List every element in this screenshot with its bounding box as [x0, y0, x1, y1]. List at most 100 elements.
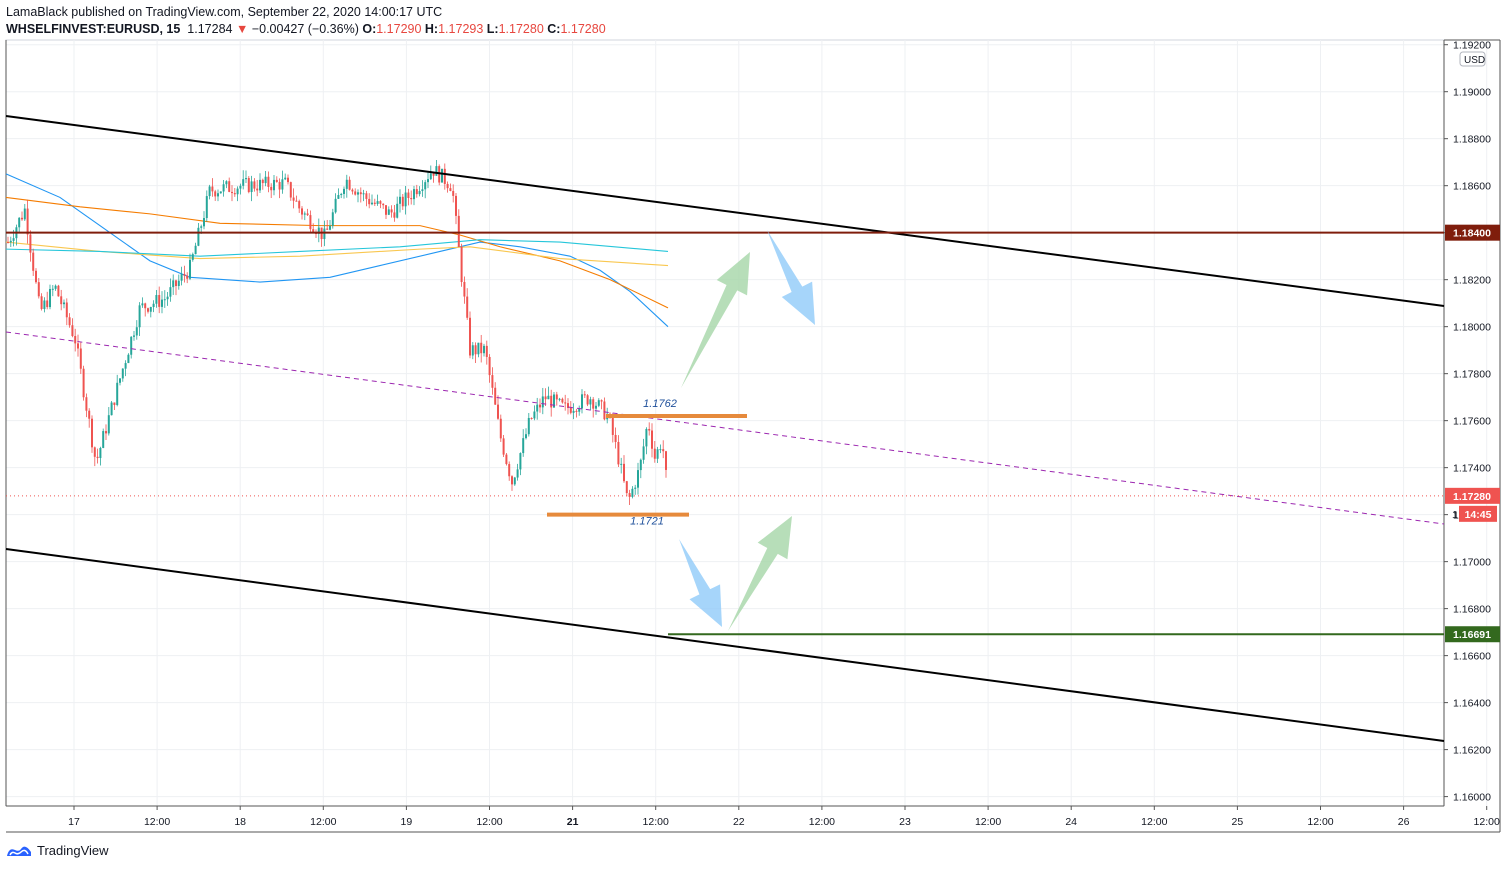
channel-midline — [5, 331, 1445, 525]
candle-body — [289, 182, 292, 198]
candle-body — [228, 181, 231, 192]
countdown-label: 14:45 — [1465, 509, 1492, 521]
candle-body — [424, 182, 427, 190]
candle-body — [561, 398, 564, 403]
projection-up-arrow-1 — [681, 252, 750, 388]
candle-body — [21, 217, 23, 220]
brand-label: TradingView — [37, 843, 109, 858]
candle-body — [99, 447, 102, 459]
candle-body — [634, 487, 637, 489]
annotation-high-label: 1.1762 — [643, 398, 677, 410]
tradingview-footer[interactable]: TradingView — [6, 843, 109, 858]
candle-body — [301, 208, 303, 215]
candle-body — [396, 203, 399, 218]
candle-body — [617, 441, 620, 465]
candle-body — [651, 430, 653, 449]
projection-up-arrow-2 — [728, 516, 792, 631]
candle-body — [659, 449, 662, 451]
x-tick-label: 24 — [1065, 816, 1077, 828]
candle-body — [270, 186, 273, 191]
candle-body — [393, 212, 396, 218]
publish-line: LamaBlack published on TradingView.com, … — [6, 5, 443, 19]
candle-body — [29, 234, 32, 253]
candle-body — [631, 488, 634, 497]
candle-body — [82, 368, 85, 398]
candle-body — [40, 296, 43, 310]
change-down-icon: ▼ — [235, 22, 249, 36]
x-tick-label: 19 — [401, 816, 413, 828]
candle-body — [457, 215, 460, 247]
candle-body — [183, 274, 186, 276]
candle-body — [26, 208, 29, 235]
x-tick-label: 25 — [1232, 816, 1244, 828]
candle-body — [65, 302, 68, 318]
candle-body — [449, 188, 452, 191]
y-tick-label: 1.16600 — [1453, 651, 1491, 663]
candle-body — [242, 179, 245, 186]
candle-body — [511, 476, 513, 485]
candle-body — [387, 209, 390, 215]
candle-body — [113, 402, 116, 405]
candle-body — [105, 431, 107, 434]
candle-body — [331, 212, 334, 226]
price-label-bg — [1445, 224, 1500, 241]
candle-body — [589, 399, 592, 405]
candle-body — [124, 363, 127, 369]
candle-body — [488, 356, 491, 376]
y-tick-label: 1.17400 — [1453, 463, 1491, 475]
open-value: 1.17290 — [376, 22, 422, 36]
y-tick-label: 1.18600 — [1453, 181, 1491, 193]
x-tick-label: 17 — [68, 816, 80, 828]
candle-body — [343, 188, 345, 194]
candle-body — [376, 201, 379, 204]
channel-lower-line — [5, 548, 1445, 742]
candle-body — [544, 396, 547, 400]
candle-body — [329, 225, 331, 230]
candle-body — [93, 447, 96, 457]
candle-body — [359, 192, 362, 195]
candle-body — [653, 448, 656, 459]
candle-body — [35, 270, 37, 283]
candle-body — [390, 209, 393, 213]
countdown-prefix-label: 1 — [1452, 509, 1458, 521]
open-label: O: — [362, 22, 377, 36]
candle-body — [219, 191, 222, 194]
candle-body — [558, 398, 561, 400]
candle-body — [102, 431, 105, 448]
ma-blue-line — [5, 173, 669, 328]
candle-body — [522, 438, 525, 454]
candle-body — [385, 205, 387, 215]
candle-body — [144, 303, 147, 309]
candle-body — [427, 179, 429, 183]
x-tick-label: 12:00 — [1474, 816, 1500, 828]
x-tick-label: 23 — [899, 816, 911, 828]
candle-body — [345, 179, 348, 189]
candle-body — [401, 196, 404, 207]
x-tick-label: 21 — [567, 816, 579, 828]
candle-body — [214, 191, 217, 197]
candle-body — [197, 227, 200, 246]
candle-body — [413, 189, 415, 200]
y-tick-label: 1.18200 — [1453, 275, 1491, 287]
candle-body — [169, 287, 172, 297]
y-tick-label: 1.16000 — [1453, 792, 1491, 804]
currency-label: USD — [1464, 55, 1485, 66]
candle-body — [250, 181, 253, 193]
ma-cyan-line — [5, 239, 669, 257]
candle-body — [373, 202, 376, 204]
candle-body — [7, 242, 9, 244]
candle-body — [211, 186, 214, 192]
y-tick-label: 1.17000 — [1453, 557, 1491, 569]
candle-body — [603, 401, 606, 420]
price-change: −0.00427 (−0.36%) — [251, 22, 359, 36]
candle-body — [203, 218, 205, 227]
candle-body — [477, 342, 480, 355]
candle-body — [536, 404, 539, 412]
candle-body — [261, 179, 264, 184]
candle-body — [516, 469, 519, 478]
candle-body — [121, 368, 124, 379]
symbol-name[interactable]: WHSELFINVEST:EURUSD, 15 — [6, 22, 181, 36]
y-tick-label: 1.19000 — [1453, 87, 1491, 99]
candle-body — [49, 289, 51, 308]
